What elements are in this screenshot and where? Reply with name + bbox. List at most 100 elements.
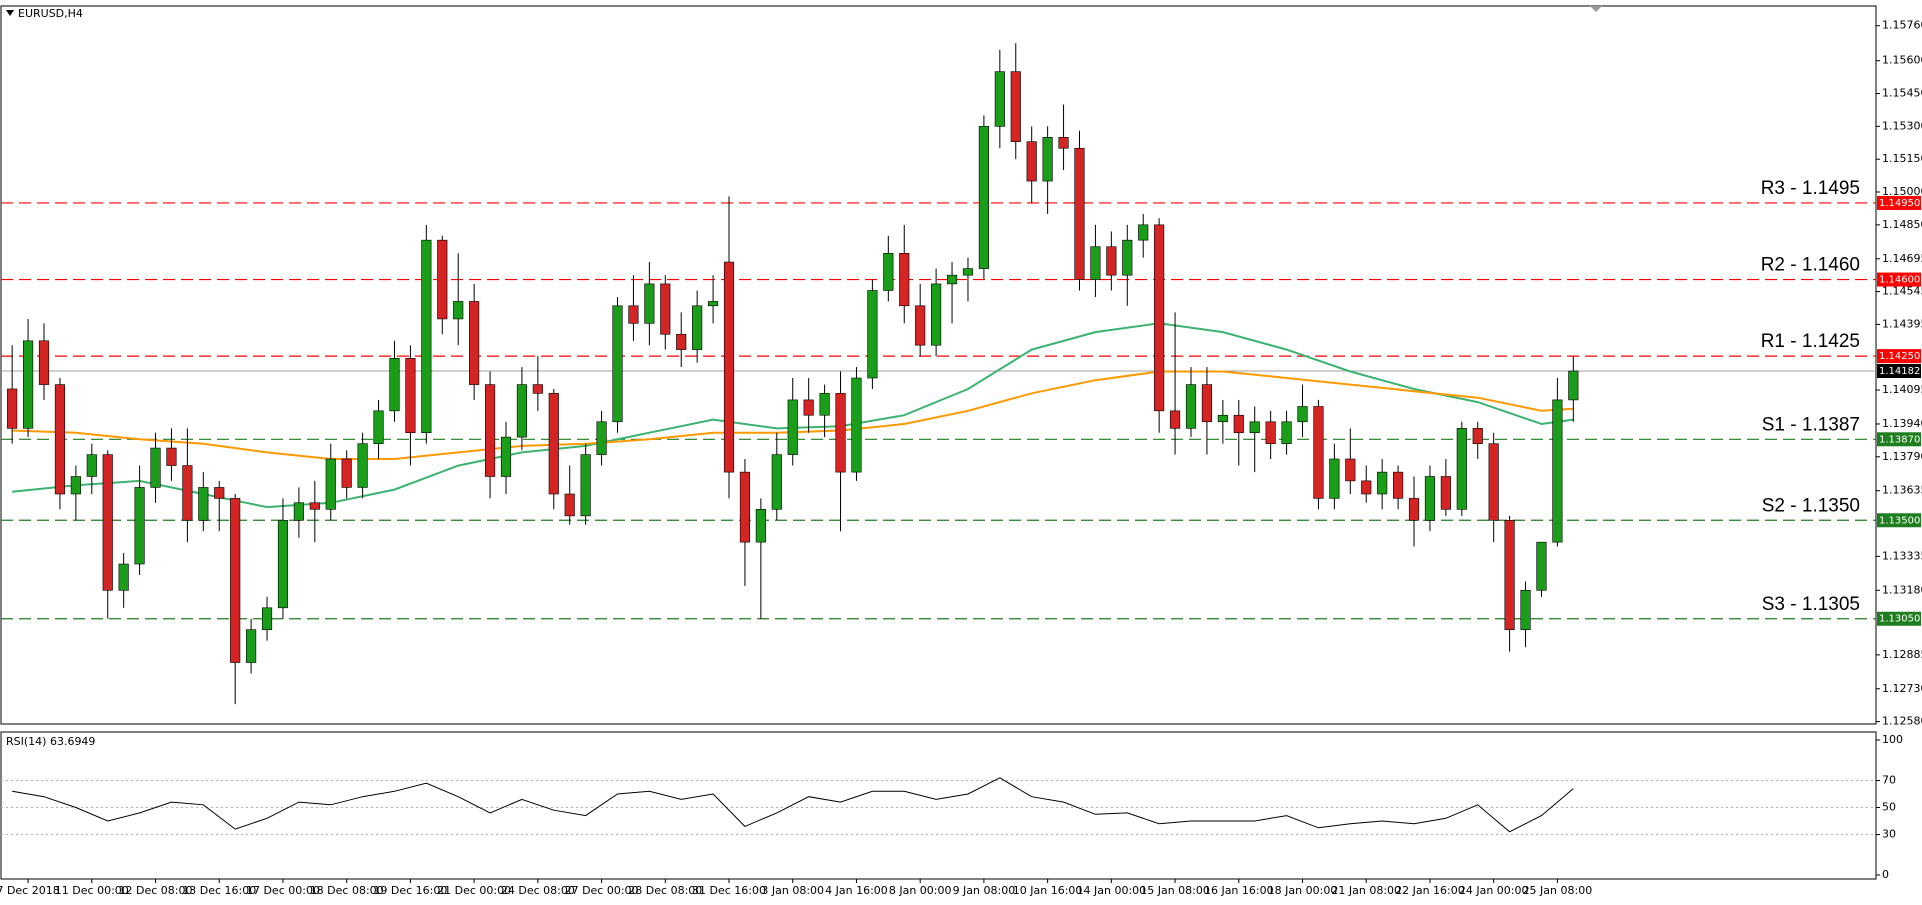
candle-body xyxy=(166,447,177,466)
x-tick-label: 24 Dec 08:00 xyxy=(501,884,575,897)
level-name: S1 - 1.1387 xyxy=(1762,414,1860,435)
y-tick-label: 70 xyxy=(1882,774,1896,787)
candle-body xyxy=(277,519,289,609)
candle-body xyxy=(994,71,1005,127)
candle-body xyxy=(739,471,751,543)
candle-body xyxy=(1552,399,1563,543)
y-tick-label: 1.14395 xyxy=(1882,317,1922,330)
candle-body xyxy=(261,607,273,630)
candle-body xyxy=(389,358,400,412)
candle-body xyxy=(214,487,225,499)
candle-body xyxy=(532,384,543,394)
current-price-label: 1.14182 xyxy=(1879,366,1920,377)
candle-body xyxy=(660,283,671,335)
x-tick-label: 15 Jan 08:00 xyxy=(1140,884,1210,897)
candle-body xyxy=(134,487,145,565)
level-price-label: 1.14600 xyxy=(1879,275,1920,286)
candle-body xyxy=(453,301,464,320)
y-tick-label: 1.13180 xyxy=(1882,583,1922,596)
candle-body xyxy=(1377,471,1388,495)
candle-body xyxy=(787,399,798,455)
x-tick-label: 25 Jan 08:00 xyxy=(1523,884,1593,897)
y-tick-label: 1.12730 xyxy=(1882,682,1922,695)
candle-body xyxy=(1010,71,1021,142)
candle-body xyxy=(246,629,257,663)
candle-body xyxy=(230,498,241,663)
candle-body xyxy=(54,384,66,495)
candle-body xyxy=(516,384,528,438)
candle-body xyxy=(341,458,352,488)
candle-body xyxy=(1233,414,1244,434)
y-tick-label: 1.15300 xyxy=(1882,119,1922,132)
y-tick-label: 1.15150 xyxy=(1882,152,1922,165)
candle-body xyxy=(150,447,161,488)
y-tick-label: 1.13790 xyxy=(1882,450,1922,463)
level-name: R2 - 1.1460 xyxy=(1761,255,1860,276)
candle-body xyxy=(38,340,50,385)
candle-body xyxy=(708,301,719,307)
y-tick-label: 50 xyxy=(1882,801,1896,814)
rsi-line xyxy=(12,777,1574,833)
x-tick-label: 28 Dec 08:00 xyxy=(628,884,702,897)
candle-body xyxy=(1361,480,1372,495)
candle-body xyxy=(7,388,18,429)
candle-body xyxy=(1488,443,1499,521)
candle-body xyxy=(405,358,416,434)
x-tick-label: 21 Dec 00:00 xyxy=(437,884,511,897)
candle-body xyxy=(1329,458,1340,499)
level-price-label: 1.13870 xyxy=(1879,434,1920,445)
candle-body xyxy=(86,454,97,477)
x-tick-label: 22 Jan 16:00 xyxy=(1395,884,1465,897)
chart-title: EURUSD,H4 xyxy=(18,7,83,20)
candle-body xyxy=(1058,137,1069,149)
x-tick-label: 18 Dec 08:00 xyxy=(310,884,384,897)
rsi-title: RSI(14) 63.6949 xyxy=(6,735,95,748)
candle-body xyxy=(564,493,575,517)
level-price-label: 1.14950 xyxy=(1879,198,1920,209)
candle-body xyxy=(946,274,958,285)
x-tick-label: 21 Jan 08:00 xyxy=(1331,884,1401,897)
candle-body xyxy=(1472,428,1483,444)
candle-body xyxy=(1456,428,1467,510)
candle-body xyxy=(1520,589,1531,630)
candle-body xyxy=(70,476,81,495)
level-price-box xyxy=(1877,195,1921,210)
x-tick-label: 14 Jan 00:00 xyxy=(1077,884,1147,897)
candle-body xyxy=(1154,224,1165,412)
x-tick-label: 24 Jan 00:00 xyxy=(1459,884,1529,897)
candle-body xyxy=(102,454,113,591)
level-name: S2 - 1.1350 xyxy=(1762,495,1860,516)
level-name: R1 - 1.1425 xyxy=(1761,331,1860,352)
candle-body xyxy=(1297,406,1308,423)
x-tick-label: 19 Dec 16:00 xyxy=(373,884,447,897)
y-tick-label: 1.15760 xyxy=(1882,19,1922,32)
candle-body xyxy=(692,305,703,350)
x-tick-label: 4 Jan 16:00 xyxy=(825,884,888,897)
x-tick-label: 13 Dec 16:00 xyxy=(182,884,256,897)
candle-body xyxy=(1281,421,1292,444)
y-tick-label: 0 xyxy=(1882,868,1889,881)
candle-body xyxy=(1201,384,1213,423)
candle-body xyxy=(23,340,34,429)
y-tick-label: 1.15450 xyxy=(1882,87,1922,100)
candle-body xyxy=(962,268,974,276)
candle-body xyxy=(1265,421,1276,444)
price-panel xyxy=(0,5,1877,725)
level-price-box xyxy=(1877,611,1921,626)
candle-body xyxy=(899,252,910,307)
candle-body xyxy=(1217,414,1228,423)
candle-body xyxy=(1504,519,1515,630)
candle-body xyxy=(1042,137,1053,182)
candle-body xyxy=(644,283,655,324)
candle-body xyxy=(293,502,304,521)
x-tick-label: 11 Dec 00:00 xyxy=(55,884,129,897)
candle-body xyxy=(484,384,496,477)
candle-body xyxy=(118,563,129,591)
y-tick-label: 1.14095 xyxy=(1882,383,1922,396)
candle-body xyxy=(548,393,559,495)
level-price-label: 1.13500 xyxy=(1879,515,1920,526)
candle-body xyxy=(1424,476,1436,521)
candle-body xyxy=(915,305,926,346)
candle-body xyxy=(1169,410,1181,429)
